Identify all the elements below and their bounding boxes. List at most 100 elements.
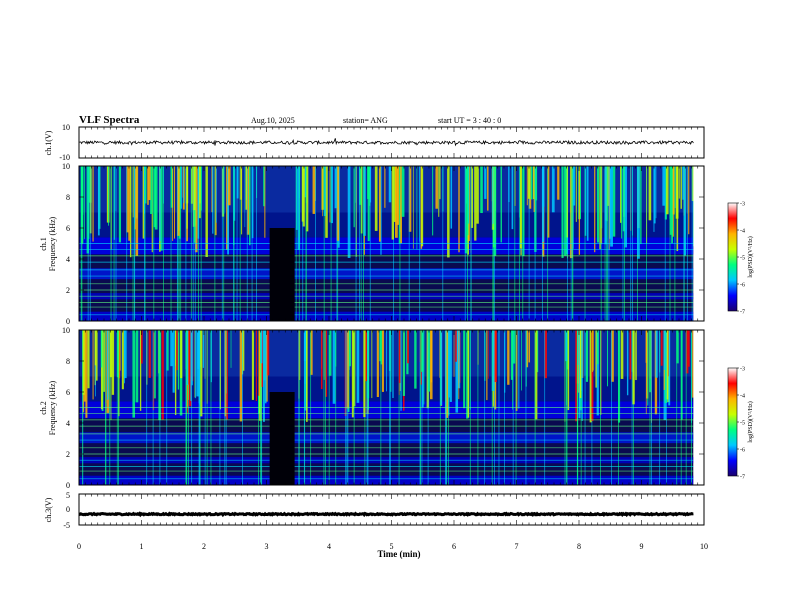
spectrogram-burst xyxy=(408,166,412,232)
spectrogram-empty xyxy=(693,166,704,321)
spectrogram-burst xyxy=(172,166,174,241)
spectrogram-burst xyxy=(374,166,378,231)
spectrogram-burst xyxy=(166,330,169,371)
spectrogram-burst xyxy=(363,166,366,236)
spectrogram-burst xyxy=(188,330,191,385)
ch1-waveform-ticks xyxy=(78,127,705,158)
spectrogram-burst xyxy=(432,166,434,236)
spectrogram-burst xyxy=(515,330,518,411)
spectrogram-burst xyxy=(360,166,363,234)
spectrogram-burst xyxy=(572,166,576,206)
spectrogram-burst xyxy=(170,166,174,208)
spectrogram-burst xyxy=(448,330,451,398)
spectrogram-burst xyxy=(264,330,267,404)
spectrogram-burst xyxy=(364,330,368,382)
spectrogram-burst xyxy=(135,330,139,403)
colorbar-tick-label: -3 xyxy=(740,367,745,373)
spectrogram-burst xyxy=(176,330,179,371)
spectrogram-burst xyxy=(109,330,113,378)
spectrogram-burst xyxy=(103,330,105,392)
spectrogram-burst xyxy=(312,166,316,214)
spectrogram-burst xyxy=(672,166,675,215)
spectrogram-band xyxy=(79,401,694,419)
spectrogram-burst xyxy=(227,166,229,255)
spectrogram-burst xyxy=(144,166,147,204)
spectrogram-burst xyxy=(494,330,497,383)
spectrogram-burst xyxy=(150,166,153,215)
spectrogram-burst xyxy=(92,166,94,242)
spectrogram-burst xyxy=(177,330,180,390)
spectrogram-burst xyxy=(420,330,422,385)
spectrogram-burst xyxy=(192,166,196,211)
spectrogram-burst xyxy=(544,330,548,379)
spectrogram-burst xyxy=(580,330,582,391)
x-tick-label: 0 xyxy=(77,542,81,551)
y-tick-label: 6 xyxy=(66,388,70,397)
spectrogram-burst xyxy=(585,330,589,382)
spectrogram-burst xyxy=(346,330,349,409)
spectrogram-burst xyxy=(381,330,384,392)
spectrogram-burst xyxy=(620,166,622,223)
spectrogram-band xyxy=(79,268,694,280)
spectrogram-burst xyxy=(399,166,402,244)
y-tick-label: 2 xyxy=(66,286,70,295)
spectrogram-burst xyxy=(348,330,351,367)
spectrogram-burst xyxy=(386,330,387,392)
spectrogram-burst xyxy=(128,166,130,241)
spectrogram-burst xyxy=(439,330,443,406)
spectrogram-burst xyxy=(464,166,468,254)
spectrogram-burst xyxy=(148,166,151,201)
spectrogram-burst xyxy=(692,330,694,398)
spectrogram-burst xyxy=(336,166,340,241)
spectrogram-burst xyxy=(533,166,535,212)
spectrogram-burst xyxy=(265,330,268,402)
spectrogram-burst xyxy=(578,330,581,419)
spectrogram-burst xyxy=(153,166,157,228)
spectrogram-burst xyxy=(153,330,156,399)
spectrogram-burst xyxy=(430,330,433,383)
spectrogram-burst xyxy=(592,330,593,373)
spectrogram-burst xyxy=(142,166,145,239)
spectrogram-burst xyxy=(389,330,391,372)
colorbar-gradient xyxy=(727,367,738,477)
spectrogram-empty xyxy=(693,330,704,485)
x-tick-label: 1 xyxy=(140,542,144,551)
spectrogram-burst xyxy=(584,166,587,236)
colorbar-tick-label: -6 xyxy=(740,283,745,289)
colorbar-tick-label: -4 xyxy=(740,394,745,400)
spectrogram-burst xyxy=(351,330,354,418)
spectrogram-burst xyxy=(564,166,567,256)
spectrogram-burst xyxy=(172,330,175,393)
spectrogram-burst xyxy=(635,330,637,381)
spectrogram-burst xyxy=(407,330,409,364)
spectrogram-burst xyxy=(295,166,298,230)
spectrogram-burst xyxy=(626,330,629,396)
spectrogram-burst xyxy=(400,330,402,411)
spectrogram-burst xyxy=(492,166,494,224)
spectrogram-burst xyxy=(205,166,208,257)
spectrogram-burst xyxy=(458,166,460,253)
spectrogram-burst xyxy=(320,330,323,390)
spectrogram-burst xyxy=(530,166,533,200)
spectrogram-burst xyxy=(416,166,418,250)
ch3-waveform-ylabel: ch.3(V) xyxy=(44,497,53,522)
spectrogram-burst xyxy=(95,330,98,381)
spectrogram-burst xyxy=(85,330,88,418)
spectrogram-burst xyxy=(595,330,597,388)
spectrogram-burst xyxy=(662,166,666,206)
spectrogram-burst xyxy=(158,330,161,421)
spectrogram-burst xyxy=(632,330,635,405)
spectrogram-burst xyxy=(211,166,213,213)
spectrogram-burst xyxy=(484,166,487,199)
spectrogram-burst xyxy=(306,330,308,422)
ch1-spectrogram-channel-label: ch.1Frequency (kHz) xyxy=(39,216,57,271)
spectrogram-burst xyxy=(676,330,679,364)
spectrogram-burst xyxy=(620,330,624,379)
spectrogram-burst xyxy=(467,166,469,236)
spectrogram-burst xyxy=(198,166,201,219)
spectrogram-burst xyxy=(551,166,555,213)
spectrogram-burst xyxy=(194,166,198,253)
spectrogram-burst xyxy=(84,166,85,240)
spectrogram-burst xyxy=(566,330,569,370)
spectrogram-burst xyxy=(325,330,328,397)
